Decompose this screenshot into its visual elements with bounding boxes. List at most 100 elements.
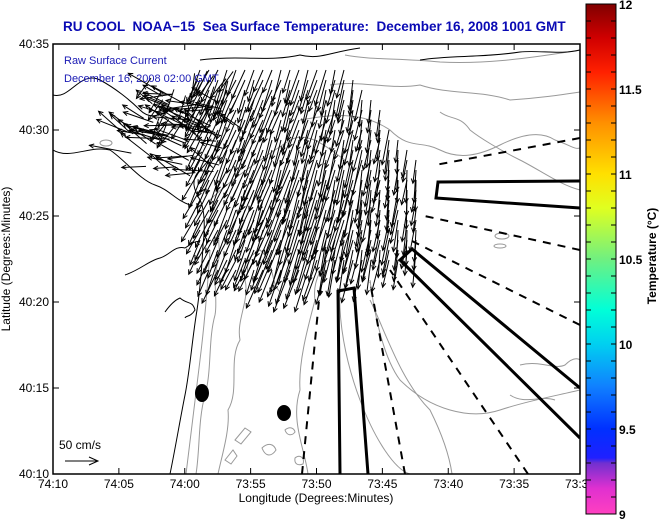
current-vector — [180, 209, 201, 243]
current-vector — [388, 209, 399, 245]
x-tick-label: 73:50 — [301, 477, 331, 491]
current-vector — [297, 79, 309, 112]
current-vector — [270, 129, 282, 161]
y-tick-label: 40:20 — [19, 295, 49, 309]
contour-line — [261, 443, 277, 456]
current-vector — [238, 189, 255, 225]
current-vector — [284, 159, 300, 204]
current-vector — [410, 159, 417, 185]
current-vector — [309, 199, 327, 246]
current-vector — [326, 79, 336, 107]
colorbar-tick-label: 11.5 — [619, 83, 642, 97]
current-vector — [262, 219, 282, 266]
current-vector — [381, 259, 390, 289]
current-vector — [222, 159, 237, 189]
current-vector — [275, 149, 291, 196]
current-vector — [196, 179, 210, 210]
current-vector — [285, 69, 300, 107]
current-vector — [187, 100, 203, 123]
current-vector — [401, 159, 408, 183]
station-marker-1[interactable] — [195, 384, 209, 402]
current-vector — [220, 113, 242, 129]
current-vector — [152, 165, 177, 171]
current-vector — [353, 89, 363, 123]
current-vector — [316, 79, 327, 112]
current-vector — [361, 139, 372, 172]
current-vector — [351, 259, 363, 303]
current-vector — [223, 229, 237, 258]
contour-line — [509, 394, 556, 401]
current-vector — [308, 89, 318, 113]
current-vector — [303, 269, 318, 306]
current-vector — [302, 149, 318, 192]
current-vector — [189, 156, 220, 166]
contour-line — [99, 139, 113, 147]
contour-line — [369, 299, 453, 474]
transect-line — [369, 281, 406, 474]
current-vector — [342, 159, 354, 199]
current-vector — [412, 179, 419, 213]
current-vector — [273, 249, 291, 291]
current-vector — [213, 269, 228, 297]
current-vector — [249, 89, 264, 123]
current-vector — [283, 239, 300, 283]
scale-arrow-label: 50 cm/s — [59, 438, 101, 452]
colorbar-ticks: 12 11.5 11 10.5 10 9.5 9 — [586, 0, 643, 519]
current-vector — [324, 169, 336, 202]
current-vector — [341, 239, 354, 275]
current-vector — [147, 99, 164, 122]
current-vector — [225, 139, 237, 165]
contour-line — [284, 427, 296, 436]
current-vector — [351, 139, 363, 173]
current-vector — [196, 169, 210, 198]
current-vector — [336, 99, 345, 124]
current-vector — [330, 229, 345, 276]
current-vector — [403, 169, 409, 204]
station-marker-2[interactable] — [277, 405, 291, 421]
current-vector — [352, 109, 363, 142]
current-vector — [218, 71, 234, 93]
current-vector — [299, 89, 309, 115]
current-vector — [402, 249, 408, 277]
transect-line — [389, 269, 529, 474]
current-vector — [307, 249, 318, 283]
y-axis: 40:35 40:30 40:25 40:20 40:15 40:10 — [19, 37, 580, 481]
map-plot-area[interactable]: 50 cm/s Raw Surface Current December 16,… — [53, 47, 580, 474]
dashed-transects — [301, 137, 580, 474]
current-vector — [305, 229, 318, 266]
radar-box — [397, 247, 580, 440]
current-vector — [334, 119, 345, 148]
current-vector — [188, 219, 201, 246]
current-vector — [244, 219, 264, 264]
current-vector — [160, 123, 177, 145]
current-vector — [152, 119, 170, 140]
current-vector — [303, 109, 318, 146]
current-vector — [364, 259, 372, 296]
current-vector — [241, 139, 255, 170]
current-vector — [273, 199, 291, 243]
map-title: RU COOL NOAA−15 Sea Surface Temperature:… — [63, 19, 566, 34]
contour-line — [299, 115, 580, 156]
current-vector — [371, 169, 381, 205]
current-vector — [122, 111, 154, 123]
current-vector — [186, 129, 201, 154]
current-vector — [232, 259, 246, 289]
current-vector — [95, 118, 128, 133]
overlay-line-2: December 16, 2008 02:00 GMT — [64, 73, 219, 85]
current-vector — [255, 219, 273, 258]
current-vector — [329, 209, 345, 253]
current-vector — [144, 104, 176, 127]
scale-arrow-head — [88, 456, 100, 466]
current-vector — [337, 259, 345, 295]
current-vector — [267, 239, 282, 274]
current-vector — [245, 229, 255, 254]
contour-line — [519, 358, 580, 367]
current-vector — [289, 149, 300, 183]
current-vector — [182, 125, 196, 149]
current-vector — [286, 199, 300, 238]
current-vector — [257, 169, 273, 205]
x-tick-label: 73:35 — [499, 477, 529, 491]
current-vector — [280, 129, 291, 153]
transect-line — [409, 239, 580, 326]
